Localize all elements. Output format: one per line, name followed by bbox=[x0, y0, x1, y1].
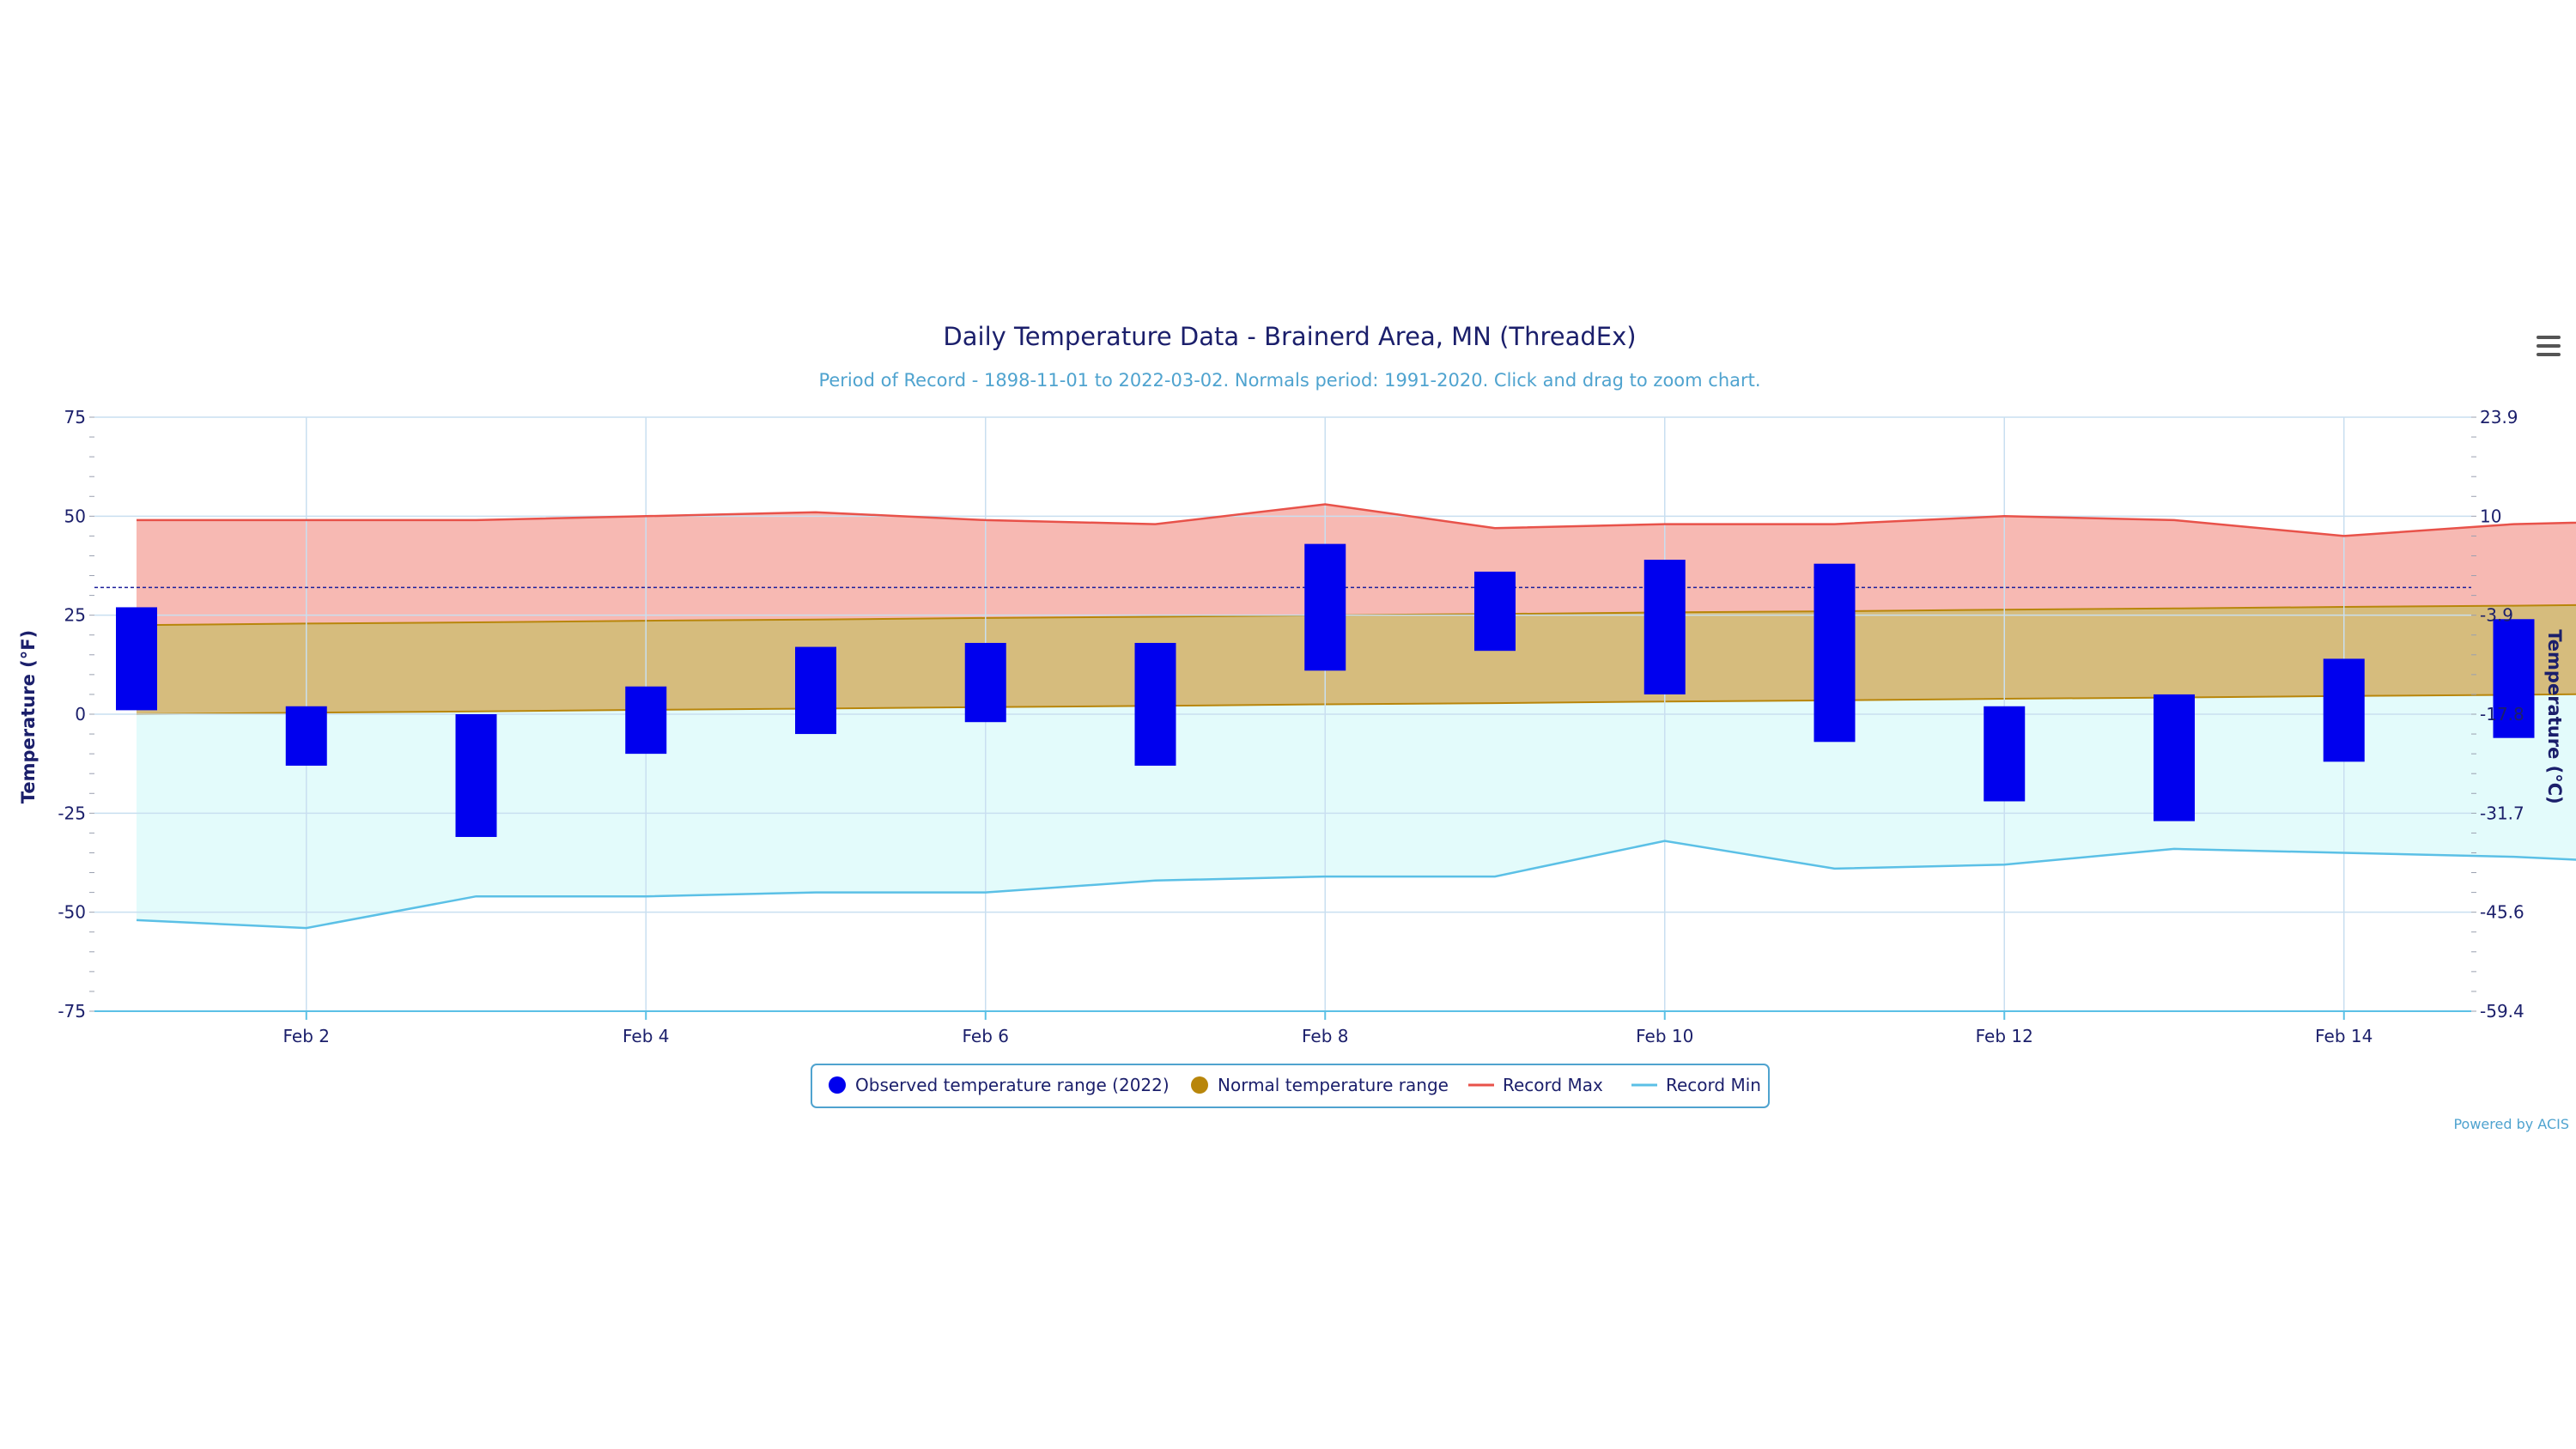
legend-marker-normal bbox=[1191, 1076, 1208, 1094]
observed-bar-feb-3[interactable] bbox=[455, 714, 497, 838]
y-tick-label-left: -25 bbox=[58, 803, 86, 823]
y-tick-label-left: 25 bbox=[64, 605, 86, 626]
observed-bar-feb-1[interactable] bbox=[116, 607, 157, 711]
observed-bar-feb-5[interactable] bbox=[795, 646, 836, 735]
x-tick-label: Feb 4 bbox=[623, 1026, 670, 1046]
axes: 75 23.9 50 10 25 -3.9 0 -17.8 -25 -31.7 -50 -45.6 -7… bbox=[58, 407, 2524, 1046]
record-lines bbox=[136, 503, 2576, 930]
area-fills bbox=[136, 504, 2576, 929]
observed-bar-feb-6[interactable] bbox=[964, 642, 1006, 723]
chart-title: Daily Temperature Data - Brainerd Area, … bbox=[943, 322, 1636, 351]
observed-bar-feb-10[interactable] bbox=[1643, 560, 1686, 694]
legend-label-record-min: Record Min bbox=[1666, 1075, 1761, 1095]
y-tick-label-right: 10 bbox=[2480, 506, 2501, 526]
legend-frame bbox=[811, 1064, 1770, 1108]
observed-bar-feb-11[interactable] bbox=[1814, 563, 1856, 743]
record-min-line bbox=[136, 840, 2576, 930]
legend: Observed temperature range (2022) Normal… bbox=[811, 1064, 1770, 1108]
y-tick-label-left: 50 bbox=[64, 506, 86, 526]
y-tick-label-right: -17.8 bbox=[2480, 704, 2524, 724]
x-tick-label: Feb 8 bbox=[1302, 1026, 1349, 1046]
legend-label-observed: Observed temperature range (2022) bbox=[855, 1075, 1170, 1095]
y-tick-label-left: 0 bbox=[75, 704, 86, 724]
observed-bar-feb-9[interactable] bbox=[1474, 571, 1516, 652]
x-tick-label: Feb 12 bbox=[1976, 1026, 2033, 1046]
legend-item-record-min[interactable]: Record Min bbox=[1631, 1075, 1761, 1095]
x-tick-label: Feb 6 bbox=[963, 1026, 1010, 1046]
hamburger-menu-icon[interactable] bbox=[2537, 336, 2561, 356]
observed-bar-feb-4[interactable] bbox=[625, 686, 667, 755]
legend-label-normal: Normal temperature range bbox=[1218, 1075, 1449, 1095]
y-tick-label-right: 23.9 bbox=[2480, 407, 2518, 427]
normal-range-area bbox=[137, 604, 2576, 714]
legend-item-record-max[interactable]: Record Max bbox=[1468, 1075, 1603, 1095]
legend-marker-observed bbox=[829, 1076, 846, 1094]
y-tick-label-right: -59.4 bbox=[2480, 1001, 2524, 1022]
legend-item-normal[interactable]: Normal temperature range bbox=[1191, 1075, 1449, 1095]
legend-label-record-max: Record Max bbox=[1503, 1075, 1603, 1095]
normal-low-line bbox=[136, 693, 2576, 715]
y-tick-label-right: -45.6 bbox=[2480, 902, 2524, 923]
y-tick-label-left: -50 bbox=[58, 902, 86, 923]
y-tick-label-right: -31.7 bbox=[2480, 803, 2524, 823]
observed-bar-feb-8[interactable] bbox=[1304, 543, 1346, 671]
observed-bar-feb-13[interactable] bbox=[2154, 694, 2195, 822]
y-tick-label-right: -3.9 bbox=[2480, 605, 2513, 626]
x-tick-label: Feb 10 bbox=[1636, 1026, 1693, 1046]
record-max-line bbox=[137, 503, 2576, 537]
y-axis-title-left: Temperature (°F) bbox=[18, 630, 39, 803]
record-max-area bbox=[137, 504, 2576, 626]
observed-bars bbox=[116, 543, 2535, 838]
observed-bar-feb-15[interactable] bbox=[2493, 619, 2535, 738]
y-axis-title-right: Temperature (°C) bbox=[2544, 629, 2565, 803]
normal-high-line bbox=[136, 603, 2576, 627]
record-min-area bbox=[137, 694, 2576, 929]
chart-subtitle: Period of Record - 1898-11-01 to 2022-03… bbox=[818, 370, 1760, 391]
powered-by-credit[interactable]: Powered by ACIS bbox=[2453, 1116, 2569, 1132]
observed-bar-feb-12[interactable] bbox=[1984, 706, 2026, 802]
legend-item-observed[interactable]: Observed temperature range (2022) bbox=[829, 1075, 1170, 1095]
observed-bar-feb-2[interactable] bbox=[285, 706, 327, 766]
x-tick-label: Feb 14 bbox=[2315, 1026, 2372, 1046]
y-tick-label-left: 75 bbox=[64, 407, 86, 427]
y-tick-label-left: -75 bbox=[58, 1001, 86, 1022]
observed-bar-feb-7[interactable] bbox=[1134, 642, 1176, 766]
x-tick-label: Feb 2 bbox=[283, 1026, 331, 1046]
observed-bar-feb-14[interactable] bbox=[2323, 658, 2365, 762]
